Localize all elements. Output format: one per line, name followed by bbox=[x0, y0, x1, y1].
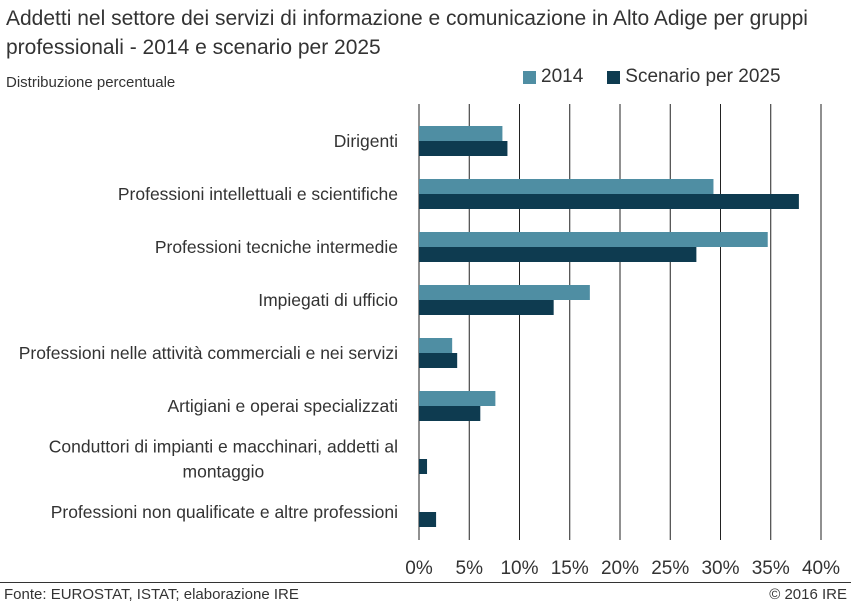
x-tick-label: 15% bbox=[551, 558, 589, 579]
x-tick-label: 25% bbox=[651, 558, 689, 579]
source-note: Fonte: EUROSTAT, ISTAT; elaborazione IRE bbox=[4, 586, 299, 603]
bar-scenario-2025 bbox=[419, 300, 554, 315]
bar-scenario-2025 bbox=[419, 406, 481, 421]
x-tick-label: 35% bbox=[752, 558, 790, 579]
legend-item-2025: Scenario per 2025 bbox=[607, 66, 781, 88]
bar-scenario-2025 bbox=[419, 141, 508, 156]
legend-item-2014: 2014 bbox=[523, 66, 583, 88]
legend-swatch-2025 bbox=[607, 70, 621, 84]
copyright-note: © 2016 IRE bbox=[769, 586, 847, 603]
bar-2014 bbox=[419, 179, 714, 194]
bar-chart: 0% 5% 10% 15% 20% 25% 30% 35% 40% Dirigenti Profes… bbox=[19, 104, 840, 579]
chart-legend: 2014 Scenario per 2025 bbox=[523, 66, 805, 88]
bar-2014 bbox=[419, 126, 503, 141]
category-label: Professioni intellettuali e scientifiche bbox=[118, 184, 398, 204]
legend-label-2014: 2014 bbox=[541, 66, 584, 87]
x-tick-label: 30% bbox=[701, 558, 739, 579]
bar-scenario-2025 bbox=[419, 194, 799, 209]
x-tick-label: 5% bbox=[456, 558, 484, 579]
x-tick-label: 40% bbox=[802, 558, 840, 579]
legend-swatch-2014 bbox=[523, 70, 536, 84]
category-label: Dirigenti bbox=[334, 131, 398, 151]
chart-title: Addetti nel settore dei servizi di infor… bbox=[6, 7, 808, 59]
bar-scenario-2025 bbox=[419, 353, 458, 368]
x-tick-label: 20% bbox=[601, 558, 639, 579]
bar-scenario-2025 bbox=[419, 459, 428, 474]
bar-2014 bbox=[419, 232, 768, 247]
category-label: Impiegati di ufficio bbox=[258, 290, 398, 310]
bar-2014 bbox=[419, 338, 453, 353]
bar-2014 bbox=[419, 391, 496, 406]
legend-label-2025: Scenario per 2025 bbox=[625, 66, 781, 87]
category-label: Artigiani e operai specializzati bbox=[167, 396, 398, 416]
category-label: Professioni tecniche intermedie bbox=[155, 237, 398, 257]
bar-scenario-2025 bbox=[419, 247, 697, 262]
bar-scenario-2025 bbox=[419, 512, 437, 527]
category-label: Professioni non qualificate e altre prof… bbox=[51, 502, 398, 522]
bar-2014 bbox=[419, 285, 590, 300]
x-tick-label: 0% bbox=[405, 558, 433, 579]
chart-subtitle: Distribuzione percentuale bbox=[6, 74, 176, 91]
category-label: Conduttori di impianti e macchinari, add… bbox=[49, 437, 398, 482]
x-tick-label: 10% bbox=[500, 558, 538, 579]
category-label: Professioni nelle attività commerciali e… bbox=[19, 343, 398, 363]
footer-divider bbox=[0, 582, 851, 583]
